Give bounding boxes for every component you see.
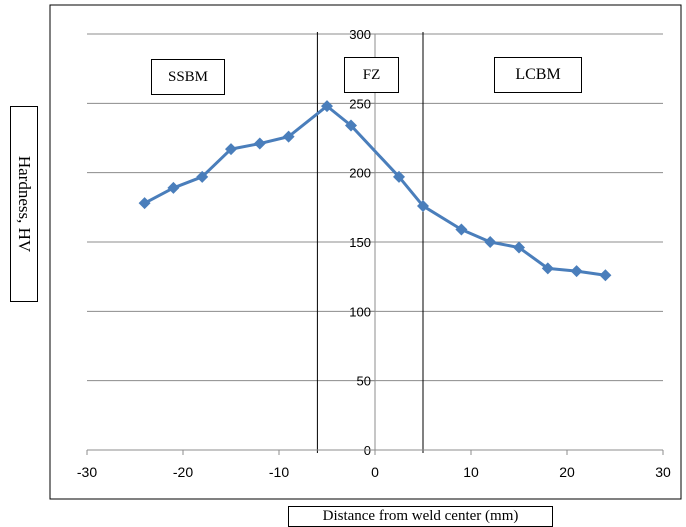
y-tick-label-1: 50 xyxy=(357,374,371,389)
x-tick-label-5: 20 xyxy=(559,464,575,480)
zone-label-fz: FZ xyxy=(344,57,399,93)
data-point-0 xyxy=(138,197,151,210)
y-tick-label-5: 250 xyxy=(349,96,371,111)
data-point-3 xyxy=(225,143,237,156)
zone-label-lcbm: LCBM xyxy=(494,57,582,93)
zone-label-ssbm: SSBM xyxy=(151,59,225,95)
y-tick-label-3: 150 xyxy=(349,235,371,250)
gridlines xyxy=(87,33,663,382)
data-point-15 xyxy=(599,269,612,282)
x-axis-title: Distance from weld center (mm) xyxy=(288,506,553,527)
data-point-4 xyxy=(253,137,266,150)
data-series xyxy=(138,100,612,282)
y-tick-label-6: 300 xyxy=(349,27,371,42)
x-tick-label-0: -30 xyxy=(77,464,97,480)
y-axis-title: Hardness, HV xyxy=(10,106,38,302)
data-point-1 xyxy=(167,181,180,194)
data-point-12 xyxy=(513,241,525,254)
y-tick-label-2: 100 xyxy=(349,304,371,319)
x-tick-label-2: -10 xyxy=(269,464,289,480)
x-tick-label-6: 30 xyxy=(655,464,671,480)
x-tick-label-3: 0 xyxy=(371,464,379,480)
data-point-14 xyxy=(570,265,583,278)
series-line-0 xyxy=(143,104,606,277)
data-point-11 xyxy=(484,236,497,248)
data-point-8 xyxy=(393,170,405,183)
data-point-7 xyxy=(345,119,357,132)
x-tick-label-4: 10 xyxy=(463,464,479,480)
data-point-2 xyxy=(196,170,209,183)
x-tick-label-1: -20 xyxy=(173,464,193,480)
zone-boundaries xyxy=(316,32,424,453)
data-point-5 xyxy=(282,130,295,143)
data-point-9 xyxy=(417,199,429,212)
data-point-13 xyxy=(541,262,554,275)
plot-border xyxy=(49,4,682,500)
data-point-6 xyxy=(321,100,333,113)
data-point-10 xyxy=(455,223,468,236)
y-tick-label-4: 200 xyxy=(349,166,371,181)
